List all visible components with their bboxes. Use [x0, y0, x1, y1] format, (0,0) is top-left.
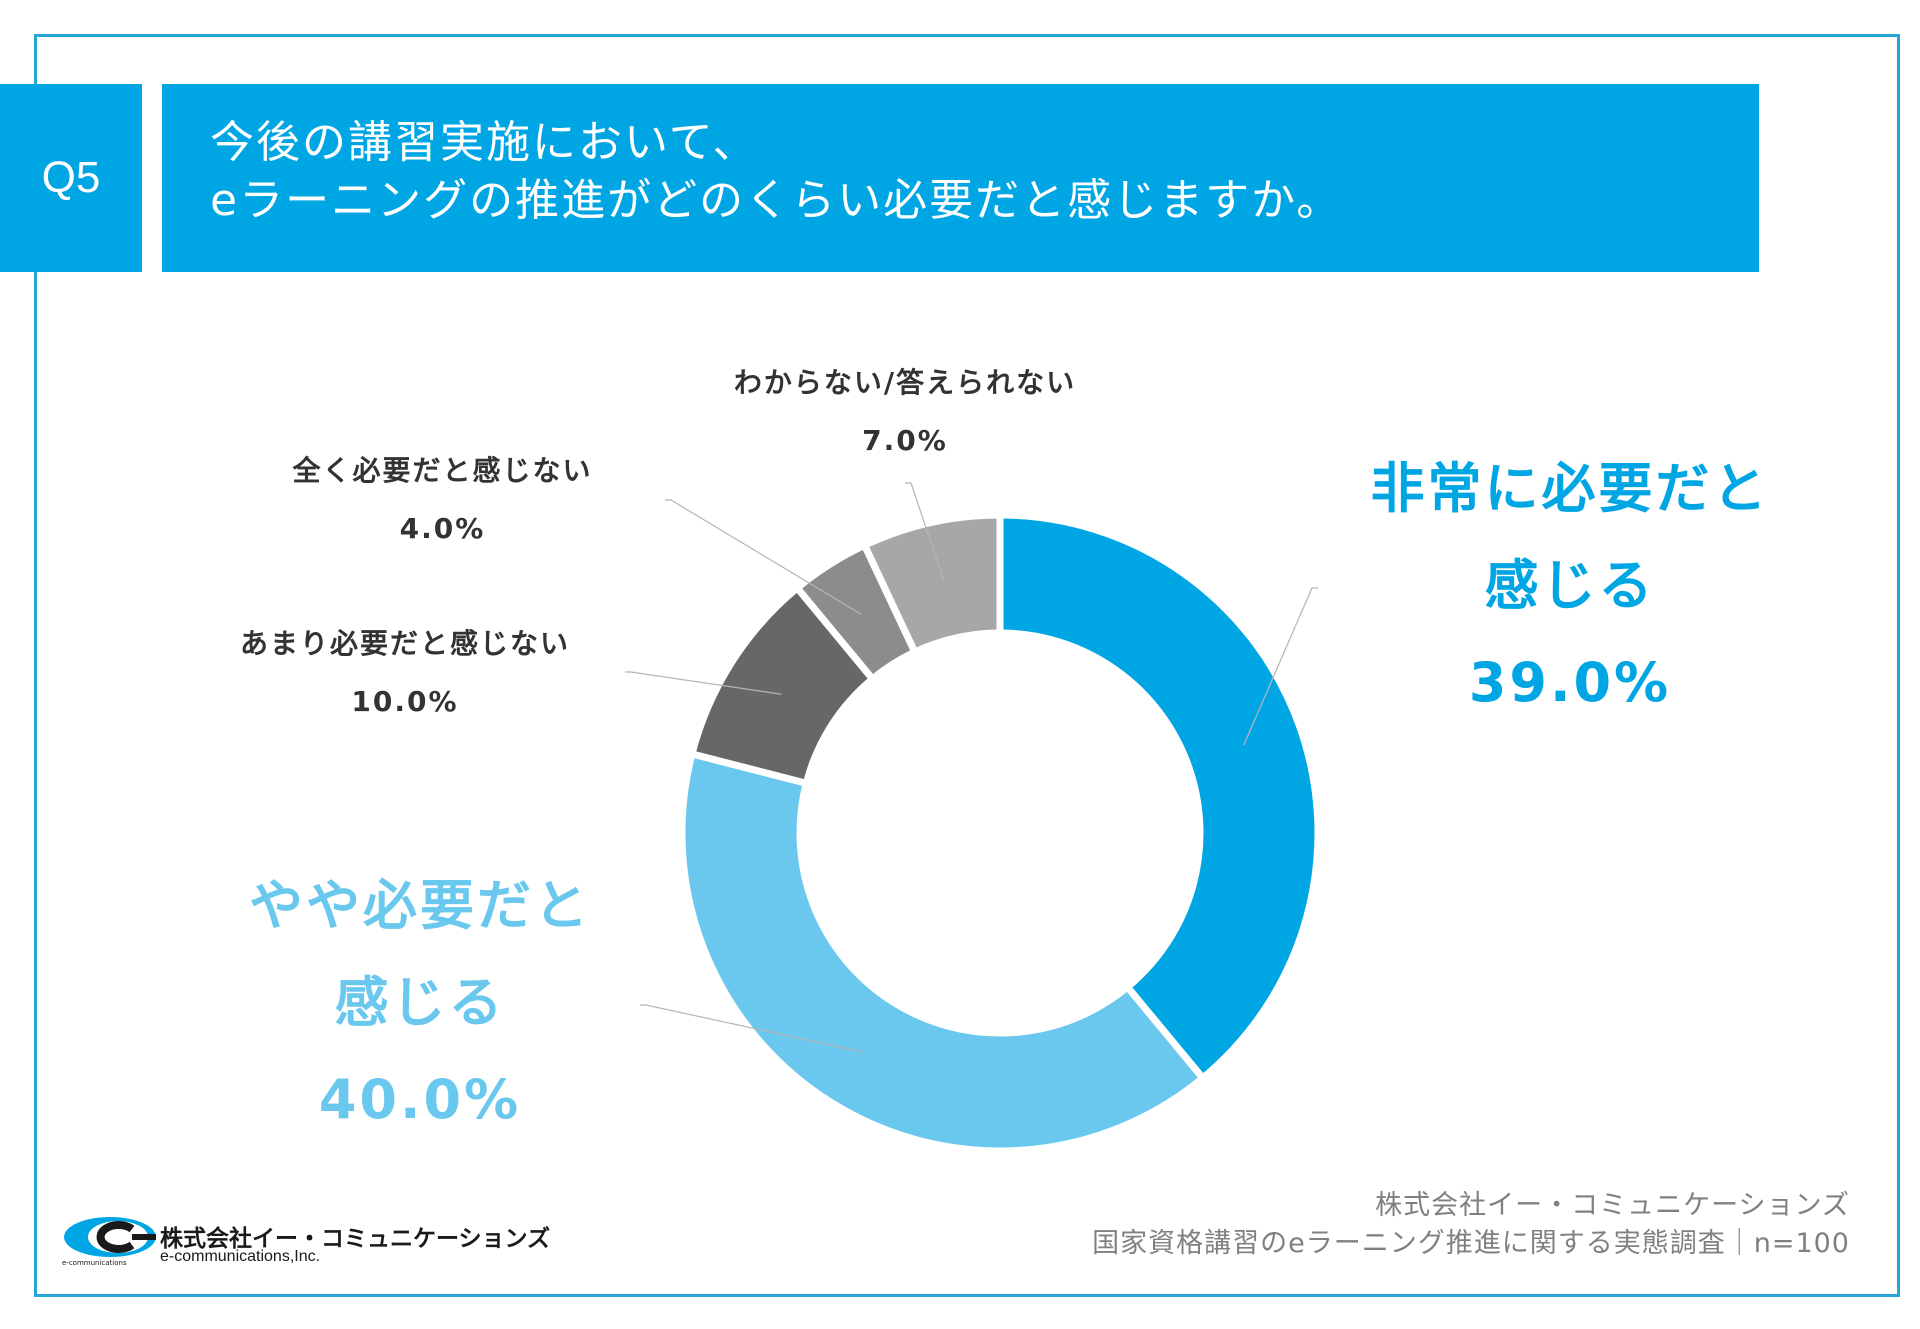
company-logo-name: 株式会社イー・コミュニケーションズ [160, 1226, 551, 1252]
source-line1: 株式会社イー・コミュニケーションズ [1375, 1190, 1850, 1221]
question-number-badge: Q5 [0, 84, 142, 272]
label-dont-know-name: わからない/答えられない [733, 366, 1077, 399]
company-logo: e-communications 株式会社イー・コミュニケーションズ e-com… [62, 1215, 550, 1271]
label-somewhat-necessary: やや必要だと 感じる 40.0% [205, 857, 635, 1148]
label-very-necessary: 非常に必要だと 感じる 39.0% [1355, 440, 1785, 731]
leader-dont-know [905, 482, 945, 581]
leader-very-necessary [1243, 587, 1318, 746]
slice-very-necessary [996, 511, 1322, 1083]
question-text-line1: 今後の講習実施において、 [210, 117, 759, 168]
question-text-line2: eラーニングの推進がどのくらい必要だと感じますか。 [210, 175, 1343, 226]
company-logo-small-text: e-communications [62, 1259, 127, 1267]
label-very-necessary-value: 39.0% [1468, 651, 1672, 714]
label-not-necessary-at-all-value: 4.0% [399, 512, 486, 545]
leader-not-necessary-at-all [665, 499, 862, 615]
company-logo-english: e-communications,Inc. [160, 1248, 321, 1265]
label-dont-know: わからない/答えられない 7.0% [680, 354, 1130, 470]
label-not-necessary-at-all: 全く必要だと感じない 4.0% [235, 442, 650, 558]
label-not-very-necessary-name: あまり必要だと感じない [239, 627, 570, 660]
label-very-necessary-name-2: 感じる [1484, 554, 1656, 617]
slice-dont-know [859, 511, 1004, 657]
company-logo-mark [64, 1217, 156, 1257]
leader-somewhat-necessary [640, 1004, 862, 1053]
question-banner: 今後の講習実施において、 eラーニングの推進がどのくらい必要だと感じますか。 [162, 84, 1759, 272]
label-somewhat-necessary-name-2: 感じる [334, 971, 506, 1034]
label-very-necessary-name-1: 非常に必要だと [1370, 457, 1770, 520]
leader-not-very-necessary [625, 671, 782, 695]
source-line2: 国家資格講習のeラーニング推進に関する実態調査｜n=100 [1092, 1228, 1850, 1259]
slide-frame [34, 34, 1900, 1297]
label-not-necessary-at-all-name: 全く必要だと感じない [292, 454, 593, 487]
label-dont-know-value: 7.0% [862, 424, 948, 457]
label-not-very-necessary: あまり必要だと感じない 10.0% [200, 615, 610, 731]
label-somewhat-necessary-value: 40.0% [318, 1068, 522, 1131]
source-note: 株式会社イー・コミュニケーションズ 国家資格講習のeラーニング推進に関する実態調… [1092, 1187, 1850, 1263]
label-not-very-necessary-value: 10.0% [351, 685, 459, 718]
slice-somewhat-necessary [678, 749, 1208, 1155]
label-somewhat-necessary-name-1: やや必要だと [249, 874, 591, 937]
